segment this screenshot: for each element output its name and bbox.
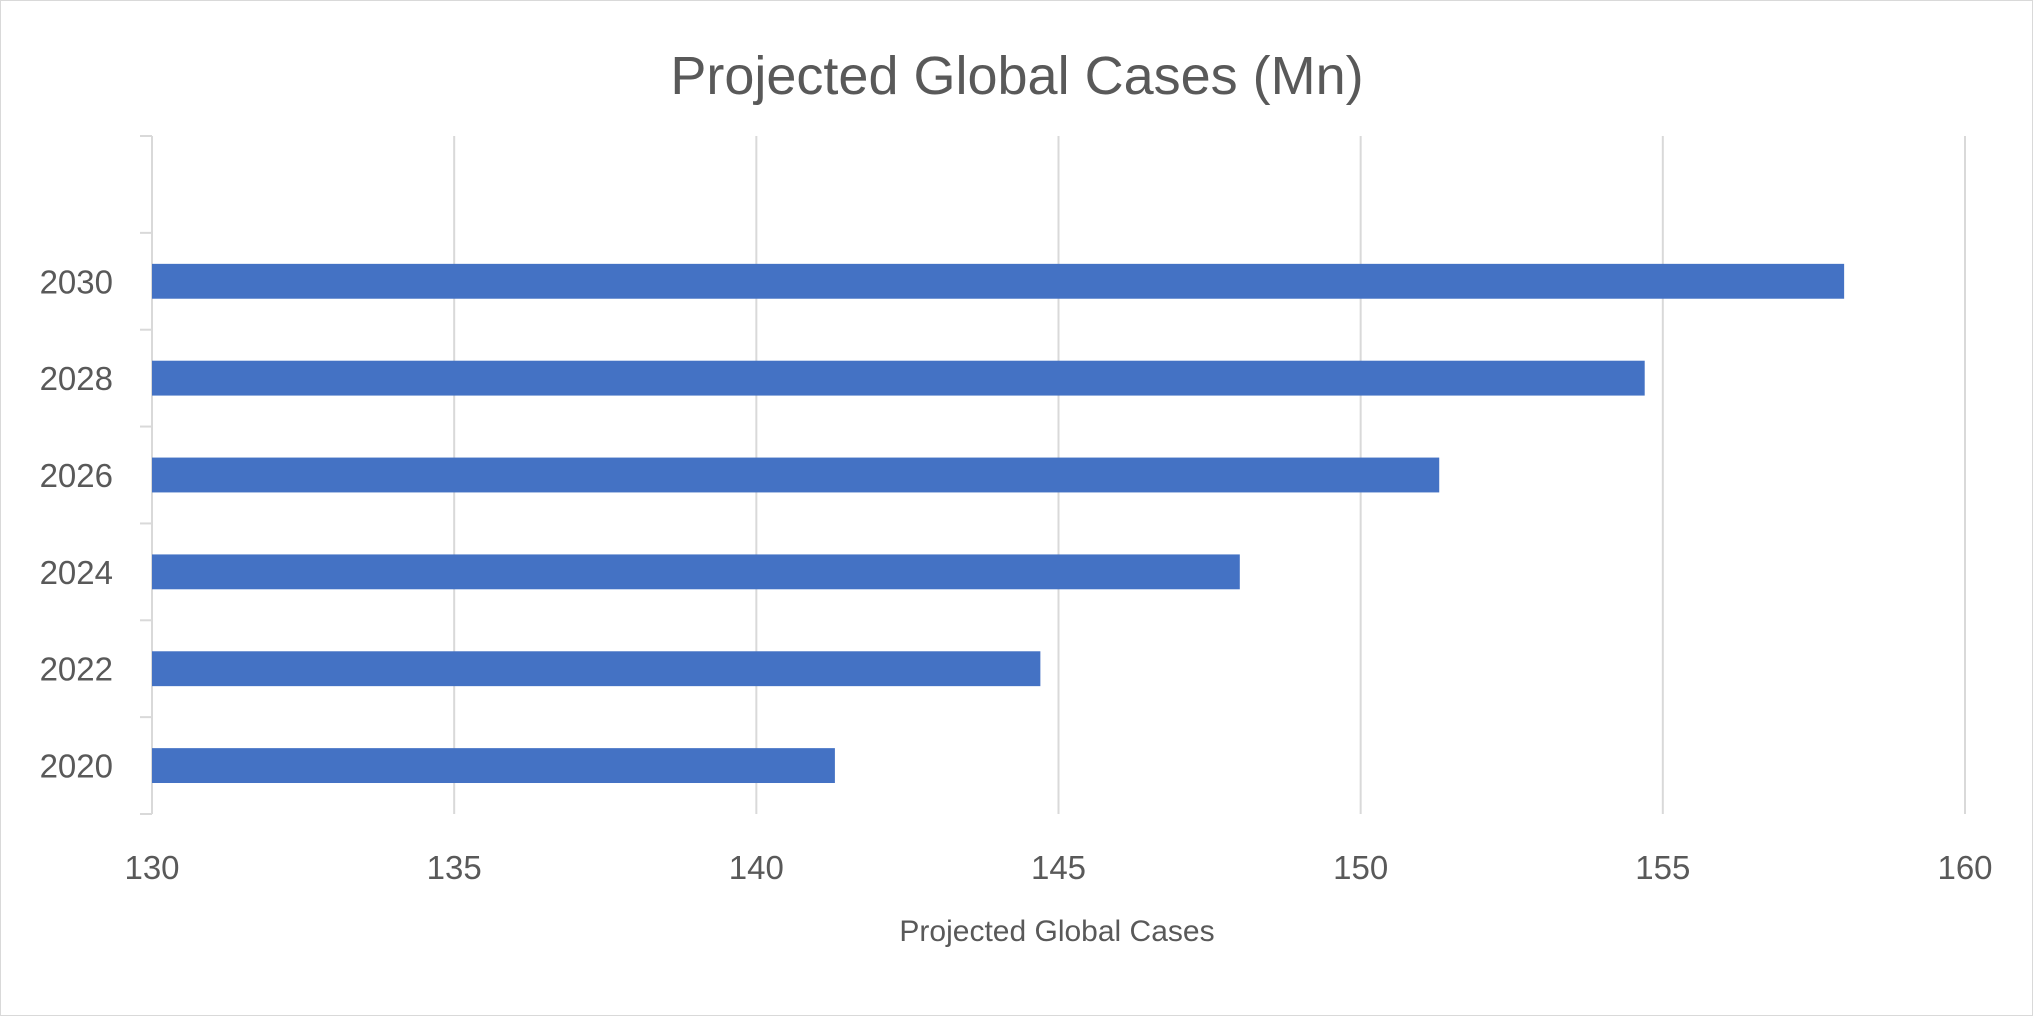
- value-axis-tick-labels: 130 135 140 145 150 155 160: [124, 849, 1992, 886]
- category-tick-labels: 2020 2022 2024 2026 2028 2030: [40, 263, 113, 784]
- chart-title: Projected Global Cases (Mn): [670, 46, 1363, 106]
- category-axis: [140, 135, 153, 815]
- category-label-2026: 2026: [40, 457, 113, 494]
- x-tick-label-140: 140: [729, 849, 784, 886]
- bar-2026: [152, 457, 1440, 493]
- bar-2020: [152, 748, 835, 784]
- category-label-2028: 2028: [40, 360, 113, 397]
- x-tick-label-145: 145: [1031, 849, 1086, 886]
- category-label-2024: 2024: [40, 554, 113, 591]
- bar-2028: [152, 360, 1645, 396]
- bar-2024: [152, 554, 1240, 590]
- category-label-2022: 2022: [40, 651, 113, 688]
- x-tick-label-155: 155: [1635, 849, 1690, 886]
- x-tick-label-160: 160: [1937, 849, 1992, 886]
- x-tick-label-130: 130: [124, 849, 179, 886]
- bars: [152, 263, 1845, 784]
- category-label-2030: 2030: [40, 263, 113, 300]
- bar-2030: [152, 263, 1845, 299]
- x-tick-label-135: 135: [427, 849, 482, 886]
- x-axis-title: Projected Global Cases: [899, 915, 1214, 948]
- bar-2022: [152, 651, 1041, 687]
- x-tick-label-150: 150: [1333, 849, 1388, 886]
- category-label-2020: 2020: [40, 748, 113, 785]
